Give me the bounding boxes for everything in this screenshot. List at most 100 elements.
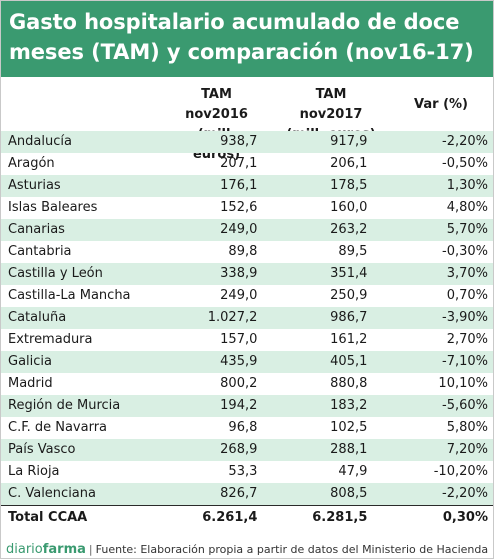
title-line-1: Gasto hospitalario acumulado de doce (9, 10, 460, 34)
var-cell: -7,10% (367, 351, 493, 373)
var-cell: 7,20% (367, 439, 493, 461)
table-row: Cataluña 1.027,2 986,7 -3,90% (1, 307, 493, 329)
column-header-var: Var (%) (405, 95, 477, 139)
var-cell: 4,80% (446, 200, 488, 215)
tam2016-cell: 207,1 (220, 156, 258, 171)
tam2017-cell: 102,5 (330, 420, 368, 435)
column-header-tam2016: TAM nov2016 (mill. euros) (173, 85, 260, 162)
region-cell: La Rioja (8, 464, 60, 479)
tam2016-cell: 194,2 (171, 395, 258, 417)
tam2017-cell: 288,1 (257, 439, 368, 461)
var-cell: 5,80% (446, 420, 488, 435)
region-cell: Asturias (1, 175, 172, 197)
tam2017-cell: 808,5 (257, 483, 368, 506)
var-cell: -2,20% (367, 131, 493, 153)
footer-separator: | (88, 543, 93, 556)
tam2016-cell: 157,0 (220, 332, 258, 347)
table-row: Castilla y León 338,9 351,4 3,70% (1, 263, 493, 285)
var-cell: -3,90% (367, 307, 493, 329)
tam2016-cell: 96,8 (228, 420, 258, 435)
table-row: Canarias 249,0 263,2 5,70% (1, 219, 493, 241)
table-row: Andalucía 938,7 917,9 -2,20% (1, 131, 493, 153)
var-cell: 0,70% (446, 288, 488, 303)
var-cell: -0,30% (442, 244, 488, 259)
region-cell: Castilla-La Mancha (8, 288, 131, 303)
brand-logo-part1: diario (6, 542, 43, 557)
tam2016-cell: 800,2 (220, 376, 258, 391)
tam2016-cell: 53,3 (228, 464, 258, 479)
table-row: Aragón 207,1 206,1 -0,50% (1, 153, 493, 175)
brand-logo-part2: farma (42, 542, 86, 557)
table-row: La Rioja 53,3 47,9 -10,20% (1, 461, 493, 483)
tam2017-cell: 161,2 (330, 332, 368, 347)
column-header-tam2017: TAM nov2017 (mill. euros) (283, 85, 379, 142)
var-cell: -10,20% (433, 464, 488, 479)
var-cell: -5,60% (367, 395, 493, 417)
table-row: Región de Murcia 194,2 183,2 -5,60% (1, 395, 493, 417)
table-row: Asturias 176,1 178,5 1,30% (1, 175, 493, 197)
var-cell: 5,70% (367, 219, 493, 241)
region-cell: Galicia (1, 351, 172, 373)
region-cell: Total CCAA (1, 505, 172, 529)
tam2017-cell: 250,9 (330, 288, 368, 303)
tam2017-cell: 206,1 (330, 156, 368, 171)
total-row: Total CCAA 6.261,4 6.281,5 0,30% (1, 505, 493, 529)
tam2016-cell: 249,0 (171, 219, 258, 241)
var-cell: 1,30% (367, 175, 493, 197)
table-row: Castilla-La Mancha 249,0 250,9 0,70% (1, 285, 493, 307)
tam2017-cell: 917,9 (257, 131, 368, 153)
table-row: C. Valenciana 826,7 808,5 -2,20% (1, 483, 493, 506)
title-banner: Gasto hospitalario acumulado de doce mes… (1, 1, 493, 77)
table-row: Islas Baleares 152,6 160,0 4,80% (1, 197, 493, 219)
tam2017-cell: 160,0 (330, 200, 368, 215)
title-line-2: meses (TAM) y comparación (nov16-17) (9, 40, 474, 64)
tam2017-cell: 178,5 (257, 175, 368, 197)
tam2017-cell: 47,9 (338, 464, 368, 479)
tam2017-cell: 6.281,5 (257, 505, 368, 529)
region-cell: Canarias (1, 219, 172, 241)
table-row: Madrid 800,2 880,8 10,10% (1, 373, 493, 395)
var-cell: 10,10% (438, 376, 488, 391)
region-cell: Región de Murcia (1, 395, 172, 417)
region-cell: C.F. de Navarra (8, 420, 108, 435)
tam2016-cell: 268,9 (171, 439, 258, 461)
tam2016-cell: 826,7 (171, 483, 258, 506)
var-cell: 0,30% (367, 505, 493, 529)
tam2017-cell: 405,1 (257, 351, 368, 373)
tam2016-cell: 938,7 (171, 131, 258, 153)
region-cell: C. Valenciana (1, 483, 172, 506)
column-header-tam2017-line1: TAM nov2017 (299, 87, 363, 122)
table-row: Galicia 435,9 405,1 -7,10% (1, 351, 493, 373)
tam2017-cell: 351,4 (257, 263, 368, 285)
column-header-tam2016-line1: TAM nov2016 (185, 87, 248, 122)
tam2017-cell: 880,8 (330, 376, 368, 391)
source-footer: diariofarma | Fuente: Elaboración propia a… (1, 539, 493, 558)
var-cell: -0,50% (442, 156, 488, 171)
var-cell: -2,20% (367, 483, 493, 506)
tam2016-cell: 152,6 (220, 200, 258, 215)
table-row: Cantabria 89,8 89,5 -0,30% (1, 241, 493, 263)
region-cell: Andalucía (1, 131, 172, 153)
tam2016-cell: 1.027,2 (171, 307, 258, 329)
region-cell: País Vasco (1, 439, 172, 461)
tam2017-cell: 183,2 (257, 395, 368, 417)
tam2016-cell: 249,0 (220, 288, 258, 303)
region-cell: Madrid (8, 376, 53, 391)
region-cell: Castilla y León (1, 263, 172, 285)
region-cell: Cataluña (1, 307, 172, 329)
region-cell: Islas Baleares (8, 200, 98, 215)
tam2017-cell: 89,5 (338, 244, 368, 259)
data-table: Andalucía 938,7 917,9 -2,20% Aragón 207,1 206,… (1, 131, 493, 529)
column-header-var-label: Var (%) (414, 97, 468, 112)
table-row: País Vasco 268,9 288,1 7,20% (1, 439, 493, 461)
tam2017-cell: 263,2 (257, 219, 368, 241)
tam2016-cell: 6.261,4 (171, 505, 258, 529)
source-text: Fuente: Elaboración propia a partir de d… (95, 543, 489, 556)
var-cell: 2,70% (446, 332, 488, 347)
tam2016-cell: 435,9 (171, 351, 258, 373)
tam2016-cell: 176,1 (171, 175, 258, 197)
region-cell: Cantabria (8, 244, 72, 259)
var-cell: 3,70% (367, 263, 493, 285)
tam2017-cell: 986,7 (257, 307, 368, 329)
